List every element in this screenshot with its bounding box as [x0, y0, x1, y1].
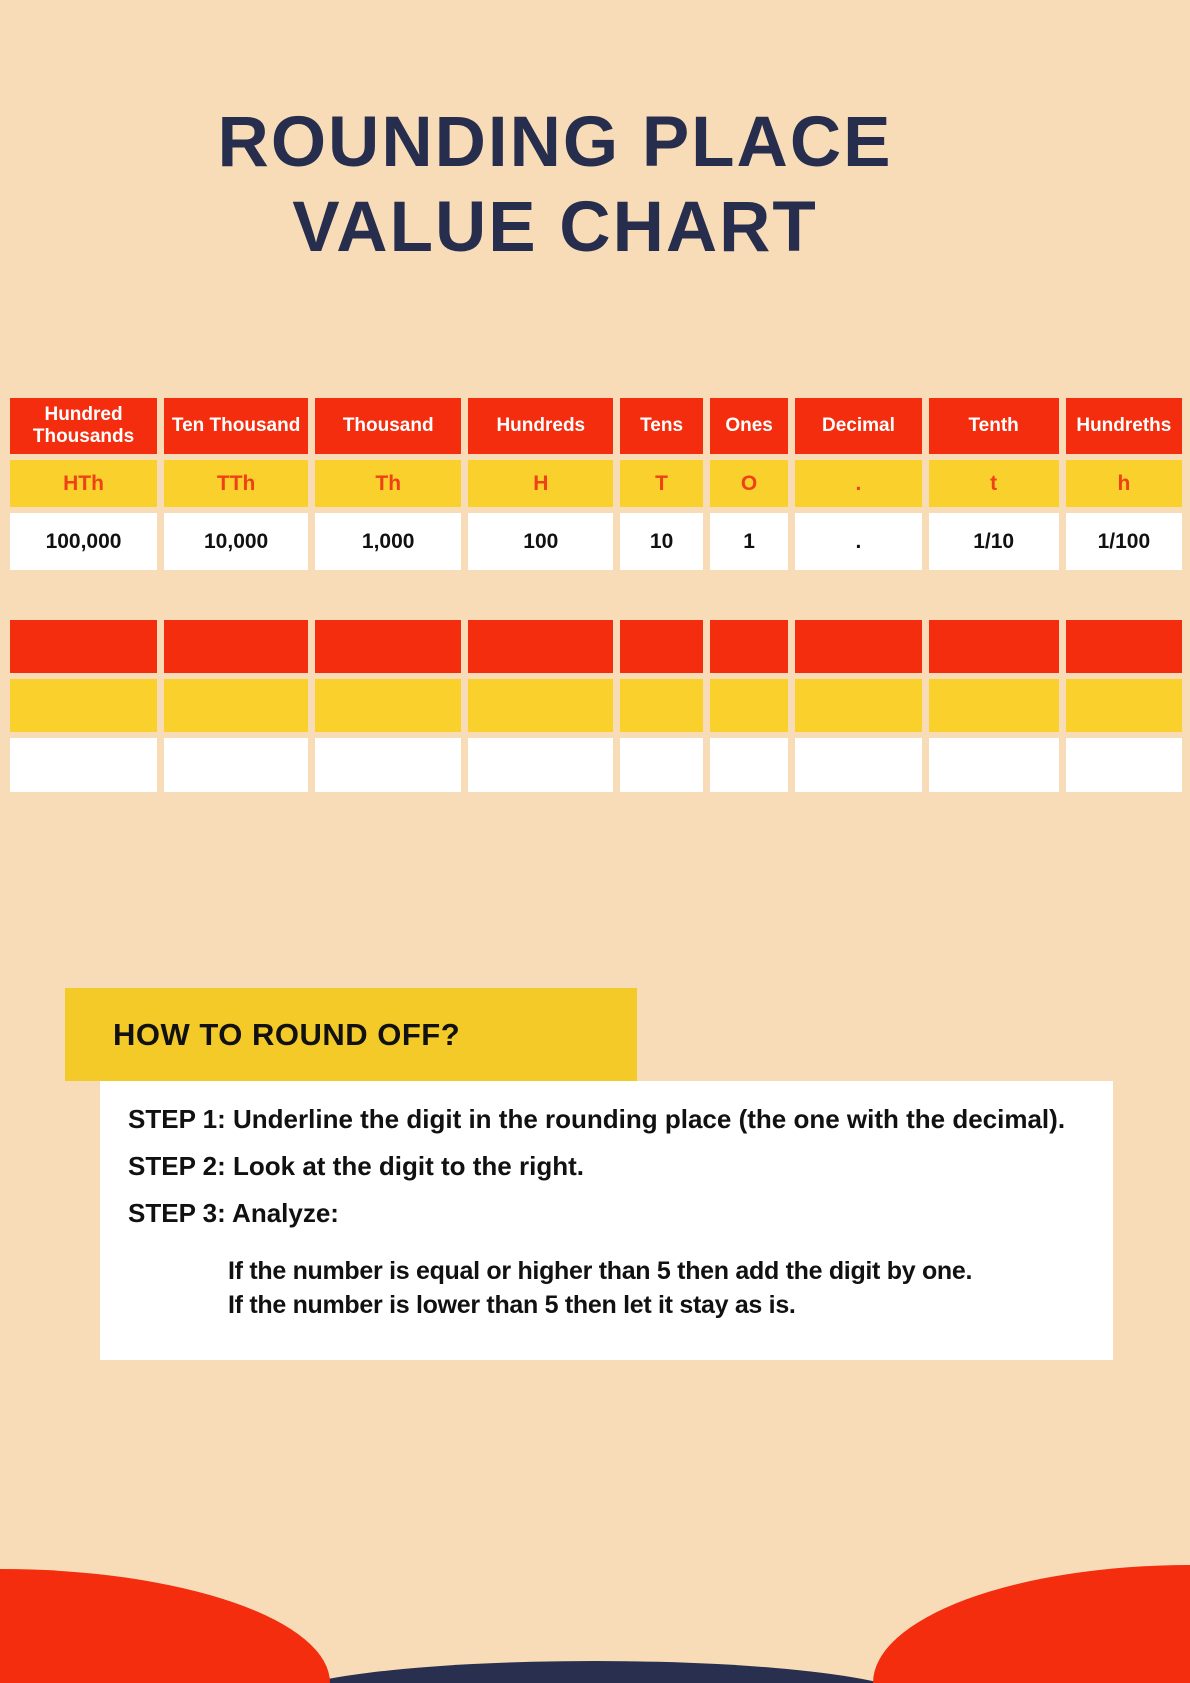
value-cell: 10	[620, 513, 703, 570]
abbr-label: h	[1117, 471, 1131, 495]
empty-cell	[10, 620, 158, 673]
empty-cell	[1065, 620, 1182, 673]
empty-cell	[795, 620, 922, 673]
abbr-cell: Th	[315, 460, 462, 507]
empty-cell	[709, 738, 789, 792]
abbr-cell: t	[928, 460, 1059, 507]
value-label: 1,000	[361, 529, 415, 553]
value-cell: 10,000	[164, 513, 309, 570]
abbr-label: .	[855, 471, 862, 495]
abbr-cell: H	[468, 460, 614, 507]
empty-cell	[468, 738, 614, 792]
abbr-cell: h	[1065, 460, 1182, 507]
practice-rows	[10, 620, 1182, 792]
bottom-navy-ellipse	[275, 1661, 915, 1683]
empty-cell	[315, 738, 462, 792]
value-cell: 100,000	[10, 513, 158, 570]
header-cell-tens: Tens	[620, 398, 703, 454]
value-cell: 1/10	[928, 513, 1059, 570]
value-cell: 1	[709, 513, 789, 570]
bottom-right-red-quarter-circle	[873, 1565, 1190, 1683]
steps-box: STEP 1: Underline the digit in the round…	[100, 1081, 1113, 1360]
empty-cell	[620, 679, 703, 732]
header-label: Hundred Thousands	[32, 403, 135, 447]
header-cell-thousand: Thousand	[315, 398, 462, 454]
value-label: 10,000	[204, 529, 269, 553]
abbr-label: TTh	[216, 471, 256, 495]
bottom-left-red-quarter-circle	[0, 1569, 330, 1683]
page-title: ROUNDING PLACE VALUE CHART	[0, 100, 1110, 270]
value-label: 1	[743, 529, 755, 553]
header-cell-hundreths: Hundreths	[1065, 398, 1182, 454]
header-label: Hundreds	[496, 414, 586, 436]
header-cell-ones: Ones	[709, 398, 789, 454]
header-label: Tenth	[968, 414, 1019, 436]
header-label: Tens	[640, 414, 684, 436]
header-label: Thousand	[342, 414, 434, 436]
header-cell-hundred-thousands: Hundred Thousands	[10, 398, 158, 454]
value-label: 100,000	[45, 529, 122, 553]
abbr-cell: T	[620, 460, 703, 507]
empty-cell	[928, 620, 1059, 673]
step-3: STEP 3: Analyze:	[128, 1197, 339, 1228]
abbr-label: O	[740, 471, 758, 495]
page-title-line-2: VALUE CHART	[292, 188, 818, 268]
analysis-rule-1: If the number is equal or higher than 5 …	[228, 1256, 973, 1285]
value-cell: 100	[468, 513, 614, 570]
empty-cell	[620, 620, 703, 673]
abbr-label: H	[533, 471, 549, 495]
header-cell-tenth: Tenth	[928, 398, 1059, 454]
empty-cell	[10, 738, 158, 792]
header-label: Hundreths	[1076, 414, 1172, 436]
header-cell-ten-thousand: Ten Thousand	[164, 398, 309, 454]
empty-cell	[164, 738, 309, 792]
empty-cell	[10, 679, 158, 732]
value-label: 1/10	[973, 529, 1015, 553]
step-2: STEP 2: Look at the digit to the right.	[128, 1150, 584, 1181]
value-cell: .	[795, 513, 922, 570]
header-label: Decimal	[821, 414, 895, 436]
abbr-cell: TTh	[164, 460, 309, 507]
how-to-round-off-banner: HOW TO ROUND OFF?	[65, 988, 637, 1081]
empty-cell	[795, 679, 922, 732]
abbr-cell: O	[709, 460, 789, 507]
abbr-label: Th	[375, 471, 402, 495]
empty-cell	[164, 679, 309, 732]
empty-cell	[928, 738, 1059, 792]
empty-cell	[620, 738, 703, 792]
header-cell-decimal: Decimal	[795, 398, 922, 454]
empty-cell	[315, 679, 462, 732]
empty-cell	[709, 679, 789, 732]
empty-cell	[709, 620, 789, 673]
abbr-label: T	[655, 471, 668, 495]
value-label: 10	[649, 529, 674, 553]
place-value-table: Hundred Thousands Ten Thousand Thousand …	[10, 398, 1182, 570]
abbr-label: HTh	[63, 471, 104, 495]
empty-cell	[164, 620, 309, 673]
abbr-cell: .	[795, 460, 922, 507]
value-cell: 1,000	[315, 513, 462, 570]
value-cell: 1/100	[1065, 513, 1182, 570]
header-cell-hundreds: Hundreds	[468, 398, 614, 454]
header-label: Ten Thousand	[171, 414, 301, 436]
step-1: STEP 1: Underline the digit in the round…	[128, 1104, 1066, 1134]
empty-cell	[928, 679, 1059, 732]
analysis-block: If the number is equal or higher than 5 …	[128, 1254, 1085, 1323]
header-label: Ones	[725, 414, 773, 436]
value-label: 100	[523, 529, 559, 553]
empty-cell	[468, 620, 614, 673]
how-to-round-off-heading: HOW TO ROUND OFF?	[113, 1016, 461, 1052]
empty-cell	[468, 679, 614, 732]
empty-cell	[315, 620, 462, 673]
analysis-rule-2: If the number is lower than 5 then let i…	[228, 1291, 796, 1320]
value-label: 1/100	[1097, 529, 1151, 553]
abbr-cell: HTh	[10, 460, 158, 507]
empty-cell	[1065, 679, 1182, 732]
value-label: .	[855, 529, 862, 553]
empty-cell	[795, 738, 922, 792]
empty-cell	[1065, 738, 1182, 792]
abbr-label: t	[990, 471, 998, 495]
page-title-line-1: ROUNDING PLACE	[217, 103, 893, 182]
